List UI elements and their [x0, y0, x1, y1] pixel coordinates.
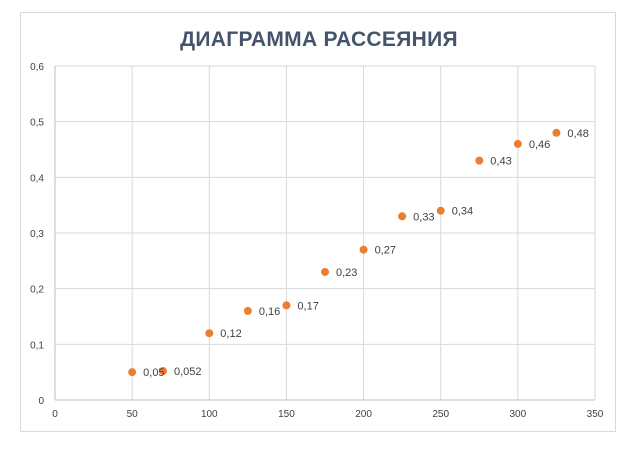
data-label: 0,48 — [567, 128, 588, 140]
data-point — [320, 267, 329, 276]
data-label: 0,34 — [452, 206, 473, 218]
chart-area — [20, 12, 616, 432]
y-tick-label: 0,5 — [30, 118, 44, 129]
data-point — [475, 156, 484, 165]
data-label: 0,052 — [174, 366, 202, 378]
data-point — [128, 368, 137, 377]
data-label: 0,43 — [490, 156, 511, 168]
y-tick-label: 0,2 — [30, 285, 44, 296]
data-label: 0,33 — [413, 211, 434, 223]
y-tick-label: 0,4 — [30, 173, 44, 184]
data-point — [158, 367, 167, 376]
y-tick-label: 0,1 — [30, 340, 44, 351]
data-point — [359, 245, 368, 254]
y-tick-label: 0 — [38, 396, 44, 407]
data-point — [243, 306, 252, 315]
axes — [54, 66, 595, 401]
y-tick-label: 0,6 — [30, 62, 44, 73]
data-labels: 0,05 0,052 0,12 0,16 0,17 0,23 0,27 0,33 0,34 0,4… — [143, 128, 589, 379]
data-label: 0,23 — [336, 267, 357, 279]
data-label: 0,05 — [143, 367, 164, 379]
data-point — [398, 212, 407, 221]
y-tick-label: 0,3 — [30, 229, 44, 240]
x-tick-label: 200 — [355, 409, 372, 420]
x-tick-label: 350 — [587, 409, 604, 420]
data-point — [436, 206, 445, 215]
data-label: 0,17 — [297, 300, 318, 312]
x-tick-label: 100 — [201, 409, 218, 420]
data-point — [205, 329, 214, 338]
x-tick-label: 300 — [510, 409, 527, 420]
tick-labels: 0 50 100 150 200 250 300 350 0 0,1 0,2 0,3 0,4 0,5 0,6 — [30, 62, 604, 420]
chart-title: ДИАГРАММА РАССЕЯНИЯ — [180, 28, 458, 51]
data-label: 0,12 — [220, 328, 241, 340]
data-label: 0,27 — [375, 245, 396, 257]
data-point — [552, 128, 561, 137]
data-label: 0,16 — [259, 306, 280, 318]
gridlines — [55, 65, 596, 400]
x-tick-label: 250 — [432, 409, 449, 420]
data-label: 0,46 — [529, 139, 550, 151]
x-tick-label: 150 — [278, 409, 295, 420]
data-point — [513, 139, 522, 148]
data-point — [282, 301, 291, 310]
data-points — [128, 128, 561, 377]
x-tick-label: 0 — [52, 409, 58, 420]
x-tick-label: 50 — [127, 409, 139, 420]
